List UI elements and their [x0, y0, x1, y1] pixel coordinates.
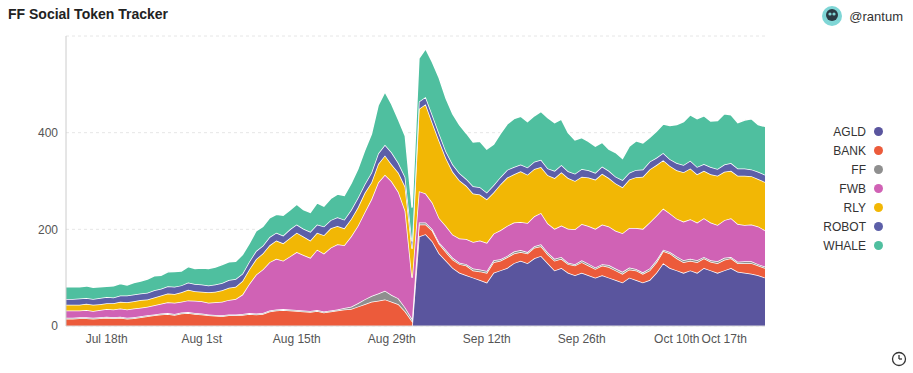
- html-text:ROBOT: ROBOT: [823, 219, 866, 234]
- html-text:FF: FF: [851, 162, 866, 177]
- html-text:WHALE: WHALE: [823, 238, 866, 253]
- svg-text:0: 0: [51, 319, 58, 333]
- svg-text:Aug 29th: Aug 29th: [368, 332, 416, 346]
- html-text:FF Social Token Tracker: FF Social Token Tracker: [8, 6, 168, 22]
- svg-text:Aug 1st: Aug 1st: [181, 332, 222, 346]
- svg-text:200: 200: [38, 223, 58, 237]
- svg-text:Oct 17th: Oct 17th: [702, 332, 747, 346]
- svg-text:Sep 12th: Sep 12th: [463, 332, 511, 346]
- svg-text:Jul 18th: Jul 18th: [86, 332, 128, 346]
- html-text:AGLD: AGLD: [833, 124, 866, 139]
- html-text:BANK: BANK: [833, 143, 866, 158]
- html-text:@rantum: @rantum: [849, 8, 903, 24]
- html-text:RLY: RLY: [843, 200, 866, 215]
- svg-text:Aug 15th: Aug 15th: [273, 332, 321, 346]
- svg-text:Sep 26th: Sep 26th: [558, 332, 606, 346]
- svg-text:Oct 10th: Oct 10th: [654, 332, 699, 346]
- html-text:FWB: FWB: [839, 181, 866, 196]
- svg-text:400: 400: [38, 126, 58, 140]
